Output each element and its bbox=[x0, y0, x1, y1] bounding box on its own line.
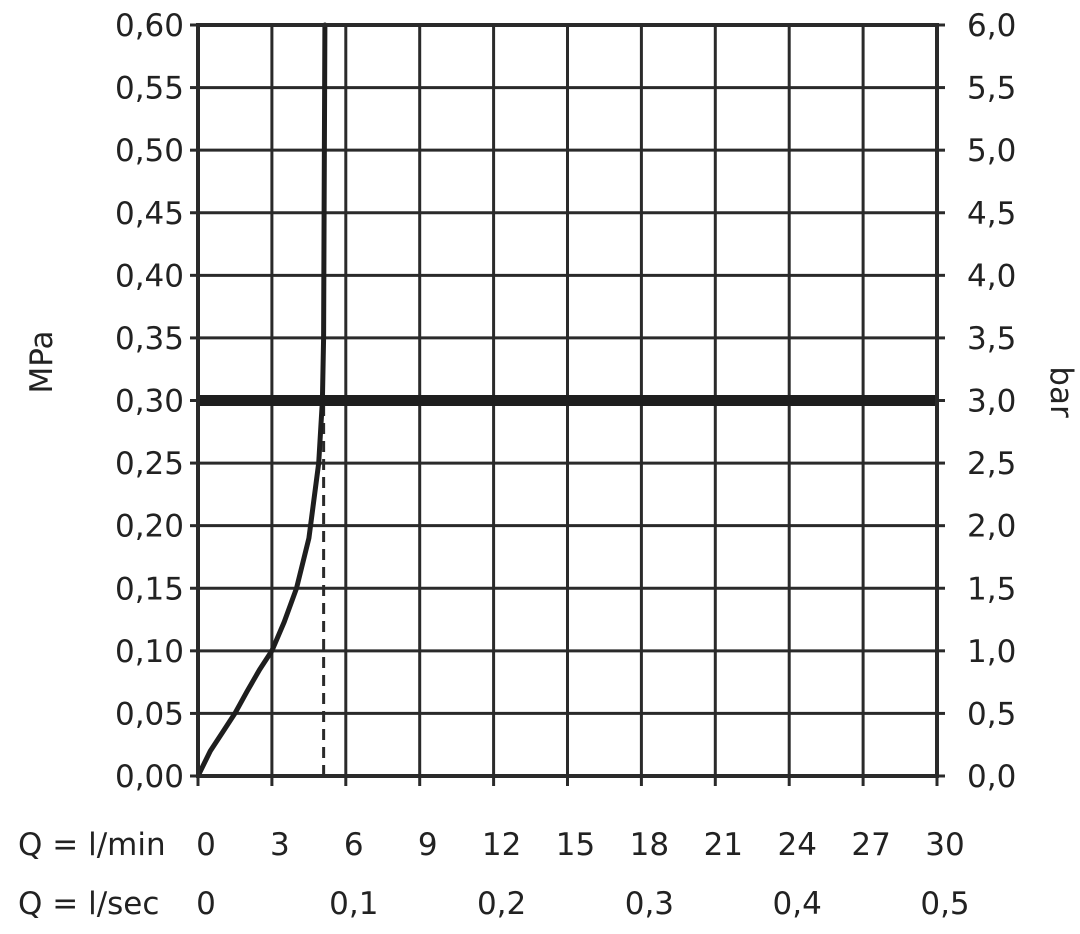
x-tick-label-lmin: 9 bbox=[418, 827, 438, 863]
x-tick-label-lmin: 0 bbox=[196, 827, 216, 863]
left-tick-label: 0,05 bbox=[115, 696, 184, 732]
left-tick-label: 0,10 bbox=[115, 634, 184, 670]
x-tick-label-lsec: 0 bbox=[196, 886, 216, 922]
x-tick-label-lsec: 0,4 bbox=[773, 886, 822, 922]
series-curve bbox=[195, 22, 328, 779]
x-tick-label-lmin: 21 bbox=[704, 827, 743, 863]
left-tick-label: 0,45 bbox=[115, 196, 184, 232]
x-tick-label-lmin: 24 bbox=[777, 827, 816, 863]
x-tick-label-lmin: 18 bbox=[630, 827, 669, 863]
x-row-label-lmin: Q = l/min bbox=[18, 827, 166, 863]
x-ticks: 0 3 6 9 12 15 18 21 24 27 30 0 0,1 0,2 0,3 0,4 0,5 bbox=[196, 776, 970, 922]
left-axis-title: MPa bbox=[24, 330, 60, 393]
right-axis-title: bar bbox=[1043, 366, 1079, 418]
right-tick-label: 1,5 bbox=[967, 571, 1016, 607]
left-tick-label: 0,55 bbox=[115, 71, 184, 107]
right-tick-label: 6,0 bbox=[967, 8, 1016, 44]
x-row-label-lsec: Q = l/sec bbox=[18, 886, 159, 922]
x-tick-label-lmin: 6 bbox=[344, 827, 364, 863]
right-tick-label: 4,0 bbox=[967, 258, 1016, 294]
right-tick-label: 3,0 bbox=[967, 384, 1016, 420]
right-tick-label: 1,0 bbox=[967, 634, 1016, 670]
x-tick-label-lmin: 30 bbox=[925, 827, 964, 863]
x-tick-label-lsec: 0,2 bbox=[477, 886, 526, 922]
x-tick-label-lmin: 15 bbox=[556, 827, 595, 863]
left-y-ticks: 0,00 0,05 0,10 0,15 0,20 0,25 0,30 0,35 0,40 0,45… bbox=[115, 8, 198, 795]
x-tick-label-lmin: 3 bbox=[270, 827, 290, 863]
x-tick-label-lmin: 12 bbox=[482, 827, 521, 863]
x-tick-label-lsec: 0,3 bbox=[625, 886, 674, 922]
right-tick-label: 4,5 bbox=[967, 196, 1016, 232]
left-tick-label: 0,40 bbox=[115, 258, 184, 294]
right-tick-label: 5,5 bbox=[967, 71, 1016, 107]
right-tick-label: 3,5 bbox=[967, 321, 1016, 357]
x-tick-label-lsec: 0,5 bbox=[920, 886, 969, 922]
right-tick-label: 0,0 bbox=[967, 759, 1016, 795]
left-tick-label: 0,60 bbox=[115, 8, 184, 44]
left-tick-label: 0,15 bbox=[115, 571, 184, 607]
right-tick-label: 5,0 bbox=[967, 133, 1016, 169]
left-tick-label: 0,35 bbox=[115, 321, 184, 357]
series-layer bbox=[195, 22, 328, 779]
right-tick-label: 2,5 bbox=[967, 446, 1016, 482]
right-tick-label: 0,5 bbox=[967, 696, 1016, 732]
left-tick-label: 0,30 bbox=[115, 384, 184, 420]
left-tick-label: 0,50 bbox=[115, 133, 184, 169]
left-tick-label: 0,00 bbox=[115, 759, 184, 795]
x-tick-label-lmin: 27 bbox=[851, 827, 890, 863]
right-tick-label: 2,0 bbox=[967, 509, 1016, 545]
left-tick-label: 0,25 bbox=[115, 446, 184, 482]
right-y-ticks: 0,0 0,5 1,0 1,5 2,0 2,5 3,0 3,5 4,0 4,5 5,0 5,5 6,0 bbox=[937, 8, 1016, 795]
left-tick-label: 0,20 bbox=[115, 509, 184, 545]
x-tick-label-lsec: 0,1 bbox=[329, 886, 378, 922]
